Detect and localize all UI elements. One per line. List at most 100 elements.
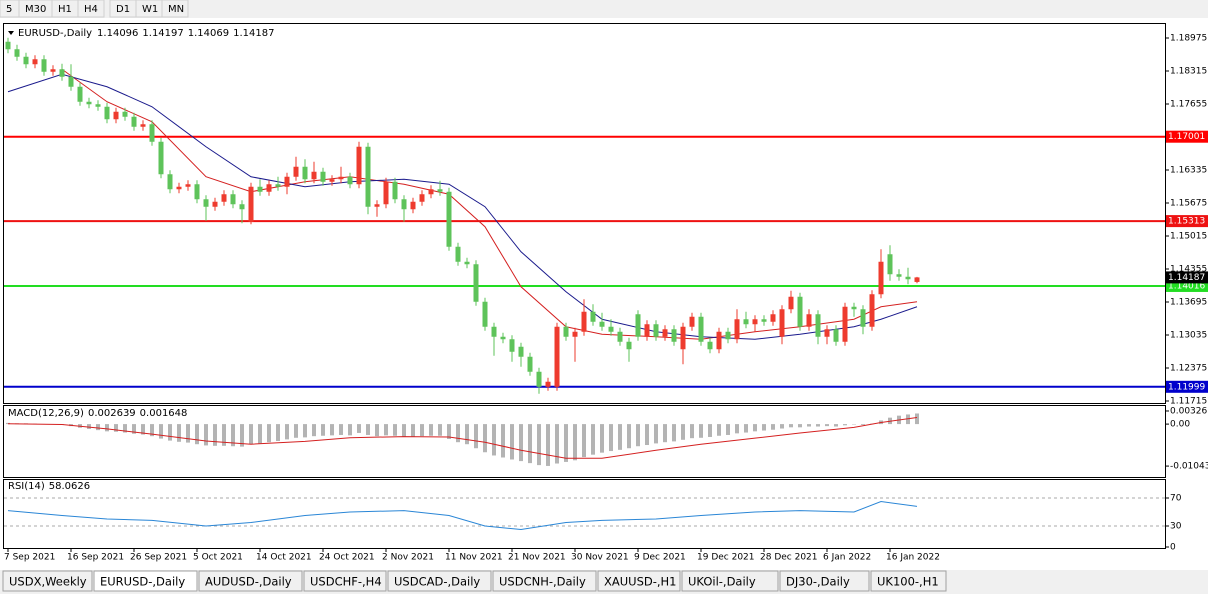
x-tick-label: 7 Sep 2021 <box>4 553 55 563</box>
y-tick-label: 0.00 <box>1170 420 1190 430</box>
symbol-tab-label[interactable]: DJ30-,Daily <box>786 575 850 589</box>
candle-body <box>339 177 344 180</box>
macd-bar <box>429 424 433 436</box>
rsi-title: RSI(14) <box>8 481 45 492</box>
x-tick-label: 24 Oct 2021 <box>319 553 375 563</box>
candle-body <box>240 204 245 209</box>
y-tick-label: 1.18975 <box>1170 34 1207 44</box>
macd-bar <box>780 424 784 428</box>
macd-bar <box>618 424 622 450</box>
candle-body <box>6 42 11 50</box>
timeframe-label[interactable]: W1 <box>142 4 158 15</box>
macd-bar <box>456 424 460 442</box>
x-tick-label: 9 Dec 2021 <box>634 553 686 563</box>
candle-body <box>51 69 56 72</box>
low: 1.14069 <box>188 28 229 39</box>
macd-bar <box>645 424 649 445</box>
macd-bar <box>834 424 838 426</box>
symbol-tab-label[interactable]: USDCNH-,Daily <box>499 575 586 589</box>
candle-body <box>609 327 614 332</box>
candle-body <box>816 314 821 337</box>
timeframe-label[interactable]: 5 <box>6 4 12 15</box>
macd-bar <box>366 424 370 435</box>
candle-body <box>24 57 29 65</box>
candle-body <box>807 314 812 327</box>
macd-bar <box>582 424 586 457</box>
candle-body <box>321 172 326 182</box>
candle-body <box>636 314 641 337</box>
candle-body <box>537 372 542 387</box>
candle-body <box>384 182 389 205</box>
macd-bar <box>474 424 478 448</box>
macd-bar <box>411 424 415 436</box>
candle-body <box>888 254 893 274</box>
chart-window <box>0 18 1208 570</box>
symbol-tab-label[interactable]: XAUUSD-,H1 <box>604 575 677 589</box>
candle-body <box>105 107 110 120</box>
macd-bar <box>600 424 604 453</box>
candle-body <box>393 182 398 200</box>
candle-body <box>753 319 758 324</box>
timeframe-label[interactable]: MN <box>168 4 184 15</box>
macd-bar <box>735 424 739 433</box>
candle-body <box>528 357 533 372</box>
candle-body <box>123 112 128 117</box>
candle-body <box>348 177 353 185</box>
candle-body <box>582 312 587 332</box>
candle-body <box>456 247 461 262</box>
macd-bar <box>168 424 172 440</box>
candle-body <box>771 314 776 322</box>
candle-body <box>330 179 335 182</box>
candle-body <box>519 347 524 357</box>
candle-body <box>708 342 713 350</box>
y-tick-label: 1.11715 <box>1170 397 1207 407</box>
candle-body <box>42 59 47 72</box>
candle-body <box>159 142 164 175</box>
candle-body <box>825 329 830 337</box>
macd-bar <box>483 424 487 452</box>
symbol-tab-label[interactable]: EURUSD-,Daily <box>100 575 185 589</box>
macd-bar <box>375 424 379 436</box>
candle-body <box>303 167 308 180</box>
symbol-tab-label[interactable]: UK100-,H1 <box>877 575 939 589</box>
candle-body <box>150 124 155 142</box>
y-tick-label: 70 <box>1170 494 1182 504</box>
macd-bar <box>402 424 406 436</box>
symbol-tab-label[interactable]: UKOil-,Daily <box>688 575 756 589</box>
timeframe-label[interactable]: D1 <box>116 4 130 15</box>
level-label: 1.15313 <box>1168 217 1205 227</box>
candle-body <box>429 189 434 194</box>
candle-body <box>915 277 920 282</box>
macd-bar <box>312 424 316 436</box>
x-tick-label: 26 Sep 2021 <box>130 553 187 563</box>
timeframe-label[interactable]: H4 <box>84 4 98 15</box>
x-tick-label: 21 Nov 2021 <box>508 553 566 563</box>
macd-bar <box>303 424 307 437</box>
macd-bar <box>690 424 694 438</box>
level-label: 1.17001 <box>1168 132 1205 142</box>
symbol-tab-label[interactable]: AUDUSD-,Daily <box>205 575 292 589</box>
x-tick-label: 5 Oct 2021 <box>193 553 243 563</box>
candle-body <box>699 317 704 342</box>
macd-bar <box>438 424 442 436</box>
macd-bar <box>789 424 793 427</box>
candle-body <box>654 324 659 337</box>
close: 1.14187 <box>233 28 274 39</box>
y-tick-label: 1.12375 <box>1170 364 1207 374</box>
macd-bar <box>357 424 361 433</box>
timeframe-label[interactable]: M30 <box>25 4 46 15</box>
symbol-tab-label[interactable]: USDCHF-,H4 <box>310 575 382 589</box>
symbol-tab-label[interactable]: USDCAD-,Daily <box>394 575 480 589</box>
macd-title: MACD(12,26,9) <box>8 408 84 419</box>
candle-body <box>186 184 191 187</box>
macd-bar <box>672 424 676 441</box>
y-tick-label: 0 <box>1170 543 1176 553</box>
candle-body <box>744 319 749 324</box>
candle-body <box>132 117 137 127</box>
x-tick-label: 16 Sep 2021 <box>67 553 124 563</box>
timeframe-label[interactable]: H1 <box>58 4 72 15</box>
candle-body <box>501 337 506 340</box>
symbol-tab-label[interactable]: USDX,Weekly <box>9 575 87 589</box>
macd-bar <box>546 424 550 466</box>
